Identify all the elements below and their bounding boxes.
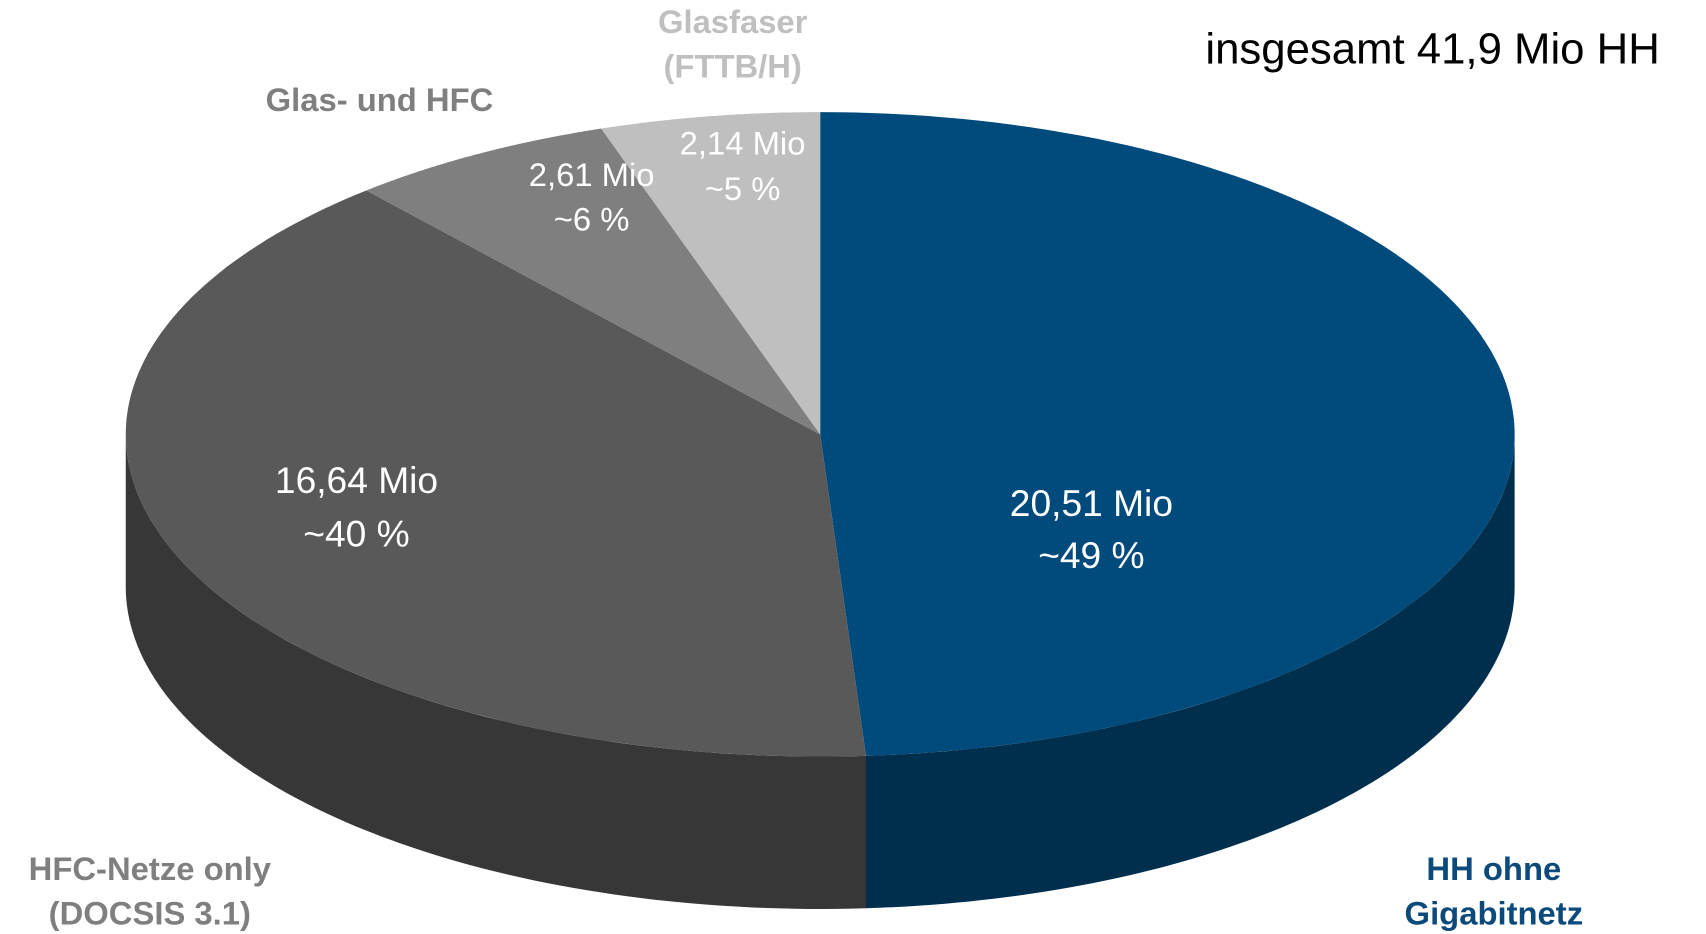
category-label: HFC-Netze only (DOCSIS 3.1): [29, 850, 272, 932]
percent-label: ~49 %: [1038, 534, 1144, 576]
pie-slice: [366, 128, 821, 435]
pie-side: [866, 434, 1515, 909]
value-label: 2,14 Mio: [680, 125, 806, 162]
percent-label: ~5 %: [705, 170, 781, 207]
value-label: 2,61 Mio: [529, 156, 655, 193]
pie-slice: [820, 112, 1515, 756]
percent-label: ~40 %: [303, 513, 409, 555]
category-label: HH ohne Gigabitnetz: [1405, 850, 1584, 932]
pie-top: [125, 112, 1515, 757]
value-label: 16,64 Mio: [275, 459, 438, 501]
pie-sides: [125, 434, 1515, 909]
pie-slice: [601, 112, 821, 435]
pie-slice: [125, 190, 867, 757]
pie-side: [125, 434, 867, 909]
category-label: Glas- und HFC: [266, 81, 494, 118]
annotation: insgesamt 41,9 Mio HH: [1205, 25, 1659, 74]
value-label: 20,51 Mio: [1010, 482, 1173, 524]
category-label: Glasfaser (FTTB/H): [658, 3, 808, 85]
percent-label: ~6 %: [554, 201, 630, 238]
